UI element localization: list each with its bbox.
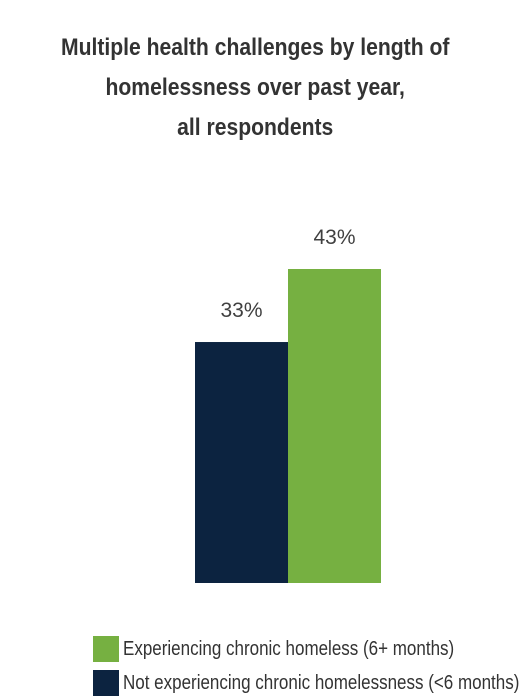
bar-chart: 33% 43% xyxy=(195,226,381,583)
legend-label-not-chronic: Not experiencing chronic homelessness (<… xyxy=(123,671,520,694)
chart-legend: Experiencing chronic homeless (6+ months… xyxy=(93,632,520,700)
legend-swatch-not-chronic xyxy=(93,670,119,696)
chart-title: Multiple health challenges by length of … xyxy=(0,28,510,148)
legend-swatch-chronic xyxy=(93,636,119,662)
chart-title-line-1: Multiple health challenges by length of xyxy=(60,34,450,61)
data-label-not-chronic: 33% xyxy=(220,299,262,322)
data-label-chronic: 43% xyxy=(313,226,355,249)
bar-not-chronic xyxy=(195,342,288,583)
bar-chronic xyxy=(288,269,381,583)
chart-title-line-3: all respondents xyxy=(177,114,334,141)
chart-title-line-2: homelessness over past year, xyxy=(105,74,405,101)
legend-item-not-chronic: Not experiencing chronic homelessness (<… xyxy=(93,666,520,700)
legend-label-chronic: Experiencing chronic homeless (6+ months… xyxy=(123,637,455,660)
legend-item-chronic: Experiencing chronic homeless (6+ months… xyxy=(93,632,520,666)
